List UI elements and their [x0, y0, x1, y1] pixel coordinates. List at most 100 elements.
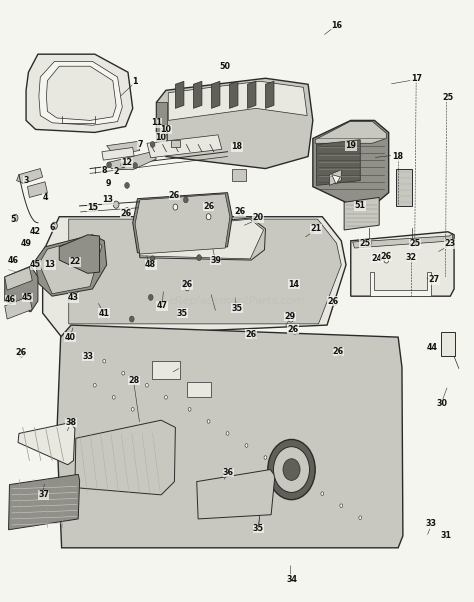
- Circle shape: [410, 240, 415, 246]
- Circle shape: [268, 439, 315, 500]
- Polygon shape: [197, 470, 275, 519]
- Circle shape: [125, 182, 129, 188]
- Polygon shape: [137, 218, 265, 260]
- Text: 45: 45: [30, 261, 41, 269]
- Circle shape: [112, 396, 115, 399]
- Text: 4: 4: [42, 193, 48, 202]
- Text: 10: 10: [155, 133, 166, 141]
- Polygon shape: [26, 54, 133, 132]
- Text: 20: 20: [253, 214, 264, 222]
- Circle shape: [283, 468, 286, 471]
- Text: 38: 38: [65, 418, 77, 427]
- Text: 25: 25: [409, 240, 420, 248]
- Polygon shape: [175, 81, 184, 108]
- Circle shape: [384, 257, 389, 263]
- Text: 39: 39: [210, 256, 221, 264]
- Circle shape: [12, 214, 18, 222]
- Text: 25: 25: [442, 93, 454, 102]
- Text: 26: 26: [327, 297, 338, 305]
- Text: 22: 22: [69, 258, 81, 266]
- Polygon shape: [232, 169, 246, 181]
- Polygon shape: [193, 81, 202, 108]
- Circle shape: [93, 383, 96, 387]
- Text: 14: 14: [288, 280, 300, 288]
- Text: 18: 18: [231, 143, 243, 151]
- Text: 41: 41: [99, 309, 110, 317]
- Text: 25: 25: [359, 240, 371, 248]
- Polygon shape: [36, 235, 107, 296]
- Text: 26: 26: [15, 348, 27, 356]
- Text: 26: 26: [169, 191, 180, 199]
- Circle shape: [150, 256, 155, 262]
- Polygon shape: [317, 140, 360, 185]
- Polygon shape: [39, 61, 122, 125]
- Polygon shape: [156, 78, 313, 169]
- Text: 49: 49: [20, 240, 32, 248]
- Circle shape: [188, 408, 191, 411]
- Text: 2: 2: [113, 167, 119, 176]
- Circle shape: [226, 432, 229, 435]
- Circle shape: [273, 447, 310, 492]
- Text: 37: 37: [38, 491, 49, 499]
- Circle shape: [212, 480, 215, 483]
- Polygon shape: [351, 232, 454, 296]
- Polygon shape: [135, 194, 230, 254]
- Text: 36: 36: [223, 468, 234, 477]
- Polygon shape: [140, 219, 264, 259]
- Circle shape: [125, 208, 129, 214]
- Text: 35: 35: [177, 309, 188, 317]
- Text: 33: 33: [82, 352, 93, 361]
- Text: eReplacementParts.com: eReplacementParts.com: [169, 296, 305, 306]
- Text: 17: 17: [410, 74, 422, 82]
- Polygon shape: [69, 219, 341, 324]
- Circle shape: [164, 396, 167, 399]
- Text: 26: 26: [182, 281, 193, 289]
- Polygon shape: [329, 170, 341, 185]
- Polygon shape: [332, 175, 340, 184]
- Polygon shape: [265, 81, 274, 108]
- Polygon shape: [168, 81, 307, 120]
- Bar: [187, 382, 211, 397]
- Text: 10: 10: [160, 125, 172, 134]
- Circle shape: [245, 444, 248, 447]
- Text: 32: 32: [406, 253, 417, 262]
- Circle shape: [359, 516, 362, 520]
- Circle shape: [133, 163, 137, 169]
- Circle shape: [122, 371, 125, 375]
- Text: 26: 26: [381, 252, 392, 261]
- Text: 33: 33: [426, 520, 437, 528]
- Circle shape: [107, 162, 111, 168]
- Text: 26: 26: [120, 209, 131, 217]
- Polygon shape: [5, 267, 32, 290]
- Circle shape: [302, 480, 305, 483]
- Text: 26: 26: [246, 330, 257, 338]
- Text: 28: 28: [128, 376, 139, 385]
- Text: 40: 40: [64, 333, 76, 341]
- Polygon shape: [57, 325, 403, 548]
- Text: 44: 44: [427, 343, 438, 352]
- Polygon shape: [441, 332, 455, 356]
- Polygon shape: [353, 234, 453, 248]
- Circle shape: [183, 197, 188, 203]
- Text: 15: 15: [87, 203, 98, 212]
- Polygon shape: [39, 237, 102, 294]
- Text: 26: 26: [235, 208, 246, 216]
- Text: 5: 5: [10, 216, 16, 224]
- Circle shape: [332, 299, 337, 305]
- Text: 35: 35: [231, 304, 243, 312]
- Circle shape: [264, 456, 267, 459]
- Polygon shape: [229, 81, 238, 108]
- Text: 13: 13: [44, 261, 55, 269]
- Circle shape: [52, 222, 57, 229]
- Circle shape: [283, 459, 300, 480]
- Circle shape: [206, 214, 211, 220]
- Polygon shape: [147, 135, 222, 158]
- Text: 35: 35: [253, 524, 264, 533]
- Text: 6: 6: [49, 223, 55, 232]
- Polygon shape: [43, 217, 346, 337]
- Circle shape: [250, 504, 253, 507]
- Polygon shape: [102, 147, 134, 160]
- Circle shape: [185, 285, 190, 291]
- Circle shape: [173, 204, 178, 210]
- Polygon shape: [247, 81, 256, 108]
